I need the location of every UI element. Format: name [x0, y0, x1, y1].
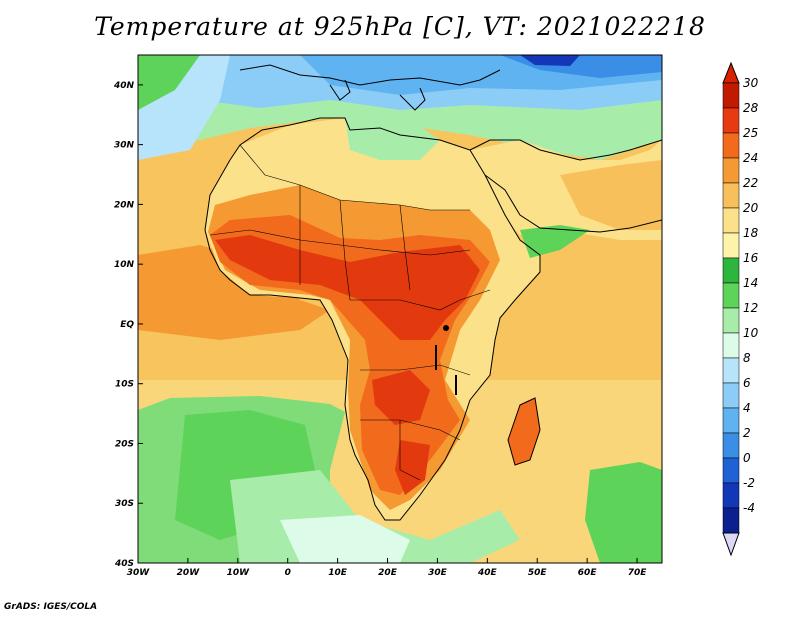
gulf-of-guinea-warm-field: [138, 245, 330, 340]
colorbar-label: 0: [743, 451, 751, 465]
arabia-north-coastline: [469, 139, 662, 161]
colorbar-label: 18: [743, 226, 759, 240]
x-tick-label: 0: [285, 568, 291, 578]
colorbar-swatch: [722, 232, 740, 259]
border-line: [399, 420, 421, 481]
greece-coastline: [399, 87, 426, 111]
y-tick-label: 20S: [115, 439, 134, 449]
grads-credit: GrADS: IGES/COLA: [4, 602, 98, 612]
cape-cool-patch: [280, 515, 410, 563]
colorbar-swatch: [722, 407, 740, 434]
border-line: [350, 289, 491, 311]
colorbar-label: 6: [743, 376, 751, 390]
colorbar-label: 2: [743, 426, 751, 440]
colorbar-swatch: [722, 282, 740, 309]
madagascar-coastline: [507, 397, 541, 466]
colorbar-swatch: [722, 307, 740, 334]
x-tick-label: 20E: [378, 568, 398, 578]
colorbar-swatch: [722, 157, 740, 184]
colorbar-swatch: [722, 382, 740, 409]
colorbar-max-triangle: [722, 61, 740, 84]
colorbar-label: 22: [743, 176, 758, 190]
y-tick-label: 30N: [114, 141, 135, 151]
y-axis: 40N 30N 20N 10N EQ 10S 20S 30S 40S: [113, 81, 143, 569]
colorbar-label: 4: [743, 401, 751, 415]
x-tick-label: 30E: [428, 568, 448, 578]
colorbar-swatch: [722, 332, 740, 359]
country-borders: [209, 144, 491, 481]
x-axis: 30W 20W 10W 0 10E 20E 30E 40E 50E 60E 70E: [127, 558, 647, 578]
kalahari-hot-patch: [395, 440, 430, 495]
colorbar-label: 14: [743, 276, 758, 290]
coastlines: [204, 64, 662, 521]
italy-coastline: [329, 79, 351, 101]
x-tick-label: 20W: [177, 568, 201, 578]
colorbar-swatch: [722, 107, 740, 134]
southern-europe-coastline: [239, 64, 501, 86]
colorbar-swatch: [722, 432, 740, 459]
y-tick-label: EQ: [120, 320, 134, 330]
colorbar-swatch: [722, 357, 740, 384]
arabia-south-coastline: [484, 174, 662, 233]
colorbar-label: 10: [743, 326, 759, 340]
map-plot-area: [138, 55, 662, 563]
north-atlantic-green-field: [138, 55, 200, 110]
madagascar-field: [508, 398, 540, 465]
colorbar-label: -2: [743, 476, 755, 490]
border-line: [399, 204, 411, 291]
colorbar-min-triangle: [722, 532, 740, 557]
x-tick-label: 10W: [227, 568, 251, 578]
lake-victoria: [443, 325, 449, 331]
border-line: [209, 229, 471, 256]
border-line: [360, 419, 461, 441]
lakes: [435, 325, 457, 395]
arabia-warm-patch: [560, 160, 662, 230]
x-tick-label: 10E: [328, 568, 348, 578]
colorbar-swatch: [722, 482, 740, 509]
gulf-of-aden-cool-patch: [520, 225, 590, 258]
x-tick-label: 40E: [477, 568, 498, 578]
colorbar-label: 28: [743, 101, 759, 115]
colorbar-swatch: [722, 182, 740, 209]
indian-ocean-cool-field: [585, 462, 662, 563]
y-tick-label: 10S: [115, 380, 134, 390]
sahara-mild-patch: [280, 118, 345, 175]
y-tick-label: 40N: [113, 81, 135, 91]
colorbar-label: 24: [743, 151, 758, 165]
lake-tanganyika: [435, 345, 437, 370]
africa-coastline: [204, 117, 541, 521]
colorbar-swatch: [722, 132, 740, 159]
colorbar-label: -4: [743, 501, 755, 515]
lake-malawi: [455, 375, 457, 395]
colorbar-label: 12: [743, 301, 758, 315]
map-title: Temperature at 925hPa [C], VT: 202102221…: [94, 12, 706, 41]
colorbar-swatch: [722, 82, 740, 109]
x-tick-label: 50E: [528, 568, 548, 578]
x-tick-label: 60E: [578, 568, 598, 578]
colorbar-label: 25: [743, 126, 758, 140]
border-line: [339, 199, 351, 301]
y-tick-label: 30S: [115, 499, 134, 509]
colorbar-label: 30: [743, 76, 759, 90]
x-tick-label: 70E: [628, 568, 648, 578]
x-tick-label: 30W: [127, 568, 151, 578]
black-sea-cold-patch: [520, 55, 580, 66]
sahel-hottest-field: [215, 235, 480, 340]
plot-frame: [137, 54, 663, 564]
colorbar-swatch: [722, 507, 740, 534]
southern-africa-hot-patch: [372, 370, 430, 425]
colorbar-label: 8: [743, 351, 751, 365]
colorbar-swatch: [722, 457, 740, 484]
y-tick-label: 10N: [114, 260, 135, 270]
colorbar-label: 20: [743, 201, 759, 215]
colorbar-label: 16: [743, 251, 759, 265]
y-tick-label: 40S: [114, 559, 134, 569]
colorbar-swatch: [722, 207, 740, 234]
y-tick-label: 20N: [114, 200, 135, 210]
colorbar-swatch: [722, 257, 740, 284]
border-line: [360, 364, 471, 376]
